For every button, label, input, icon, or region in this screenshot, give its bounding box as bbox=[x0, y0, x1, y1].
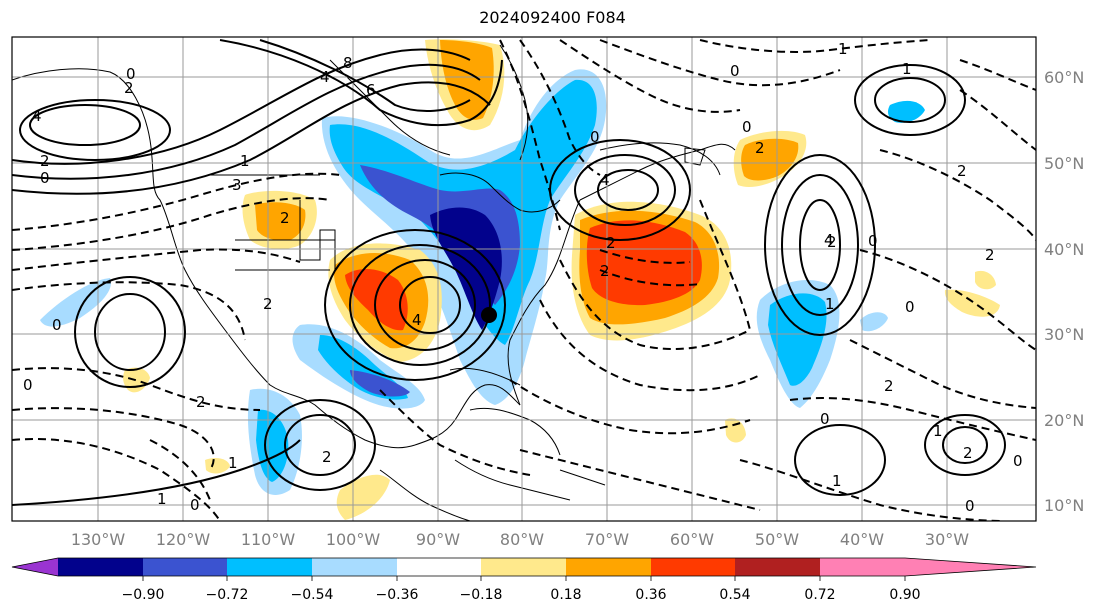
colorbar-tick-label: −0.18 bbox=[460, 587, 503, 603]
contour-label: 0 bbox=[868, 232, 878, 250]
contour-label: 0 bbox=[590, 128, 600, 146]
contour-label: 0 bbox=[190, 496, 200, 514]
contour-label: 1 bbox=[157, 490, 167, 508]
contour-label: 3 bbox=[232, 176, 242, 194]
lat-label: 60°N bbox=[1044, 68, 1084, 87]
contour-label: 8 bbox=[343, 54, 353, 72]
contour-label: 0 bbox=[742, 118, 752, 136]
colorbar-tick-label: −0.36 bbox=[376, 587, 419, 603]
lon-label: 130°W bbox=[71, 530, 126, 549]
anomaly-shading bbox=[40, 39, 1000, 520]
contour-label: 0 bbox=[730, 62, 740, 80]
colorbar-segment bbox=[227, 558, 312, 576]
contour-label: 2 bbox=[957, 162, 967, 180]
lat-label: 50°N bbox=[1044, 154, 1084, 173]
contour-label: 2 bbox=[280, 209, 290, 227]
colorbar-tick-label: −0.72 bbox=[206, 587, 249, 603]
lat-label: 20°N bbox=[1044, 411, 1084, 430]
contour-label: 4 bbox=[824, 231, 834, 249]
lat-label: 40°N bbox=[1044, 240, 1084, 259]
lon-label: 30°W bbox=[925, 530, 969, 549]
lon-label: 40°W bbox=[840, 530, 884, 549]
colorbar-tick-label: 0.90 bbox=[889, 587, 920, 603]
lon-label: 100°W bbox=[326, 530, 381, 549]
colorbar-tick-label: −0.54 bbox=[291, 587, 334, 603]
lon-label: 80°W bbox=[500, 530, 544, 549]
colorbar-segment bbox=[735, 558, 820, 576]
contour-label: 0 bbox=[965, 497, 975, 515]
contour-label: 2 bbox=[196, 393, 206, 411]
contour-label: 2 bbox=[600, 262, 610, 280]
lat-label: 10°N bbox=[1044, 496, 1084, 515]
contour-label: 2 bbox=[322, 448, 332, 466]
colorbar-segment bbox=[651, 558, 735, 576]
graticule bbox=[12, 37, 1036, 521]
lon-label: 90°W bbox=[416, 530, 460, 549]
contour-label: 2 bbox=[40, 152, 50, 170]
lat-label: 30°N bbox=[1044, 325, 1084, 344]
lon-label: 50°W bbox=[755, 530, 799, 549]
contour-labels: 0 2 4 6 8 2 4 0 1 3 2 0 2 4 0 2 1 0 1 2 … bbox=[23, 40, 1023, 515]
contour-label: 4 bbox=[320, 68, 330, 86]
solid-contours bbox=[12, 39, 1006, 506]
contour-label: 1 bbox=[933, 422, 943, 440]
contour-label: 4 bbox=[600, 171, 610, 189]
colorbar-segment bbox=[397, 558, 481, 576]
colorbar: −0.90 −0.72 −0.54 −0.36 −0.18 0.18 0.36 … bbox=[11, 557, 1037, 603]
contour-label: 0 bbox=[820, 410, 830, 428]
colorbar-segment bbox=[12, 558, 58, 576]
dashed-contours bbox=[12, 39, 1036, 521]
colorbar-segment bbox=[566, 558, 651, 576]
contour-label: 1 bbox=[832, 472, 842, 490]
colorbar-segment bbox=[481, 558, 566, 576]
lon-label: 60°W bbox=[670, 530, 714, 549]
contour-label: 0 bbox=[52, 316, 62, 334]
contour-label: 2 bbox=[124, 79, 134, 97]
map-frame bbox=[11, 36, 1037, 522]
colorbar-segment bbox=[905, 558, 1036, 576]
colorbar-segment bbox=[312, 558, 397, 576]
colorbar-tick-label: 0.54 bbox=[719, 587, 750, 603]
contour-label: 1 bbox=[825, 295, 835, 313]
colorbar-tick-label: 0.72 bbox=[804, 587, 835, 603]
map-title: 2024092400 F084 bbox=[479, 8, 626, 27]
colorbar-segment bbox=[820, 558, 905, 576]
storm-center-marker bbox=[481, 307, 497, 323]
contour-label: 0 bbox=[905, 298, 915, 316]
contour-label: 2 bbox=[985, 246, 995, 264]
contour-label: 2 bbox=[963, 444, 973, 462]
contour-label: 1 bbox=[240, 152, 250, 170]
contour-label: 4 bbox=[32, 107, 42, 125]
contour-label: 2 bbox=[884, 377, 894, 395]
contour-label: 0 bbox=[40, 169, 50, 187]
contour-label: 1 bbox=[838, 40, 848, 58]
contour-label: 0 bbox=[23, 376, 33, 394]
lon-label: 120°W bbox=[156, 530, 211, 549]
colorbar-segment bbox=[58, 558, 143, 576]
contour-label: 4 bbox=[412, 311, 422, 329]
contour-label: 0 bbox=[1013, 452, 1023, 470]
contour-label: 1 bbox=[902, 60, 912, 78]
contour-label: 2 bbox=[263, 295, 273, 313]
contour-label: 2 bbox=[827, 233, 837, 251]
longitude-labels: 130°W 120°W 110°W 100°W 90°W 80°W 70°W 6… bbox=[71, 530, 969, 549]
contour-label: 2 bbox=[755, 139, 765, 157]
contour-label: 1 bbox=[228, 454, 238, 472]
contour-label: 0 bbox=[126, 65, 136, 83]
colorbar-segment bbox=[143, 558, 227, 576]
lon-label: 110°W bbox=[241, 530, 296, 549]
colorbar-tick-label: 0.36 bbox=[635, 587, 666, 603]
latitude-labels: 60°N 50°N 40°N 30°N 20°N 10°N bbox=[1044, 68, 1084, 515]
contour-label: 6 bbox=[366, 81, 376, 99]
colorbar-tick-label: −0.90 bbox=[122, 587, 165, 603]
contour-label: 2 bbox=[606, 234, 616, 252]
colorbar-tick-label: 0.18 bbox=[550, 587, 581, 603]
lon-label: 70°W bbox=[585, 530, 629, 549]
